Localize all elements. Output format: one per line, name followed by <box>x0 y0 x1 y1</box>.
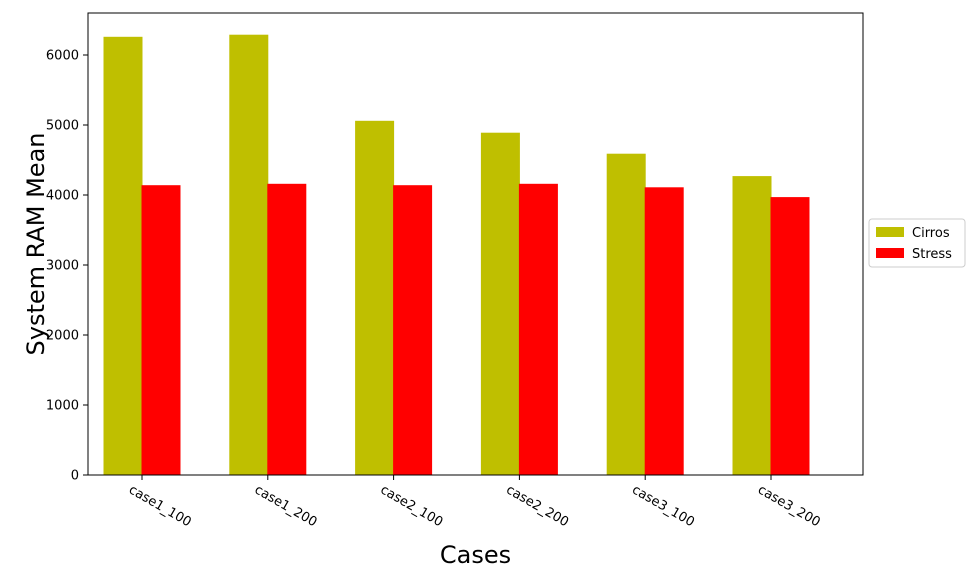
legend-swatch-stress <box>876 248 904 258</box>
x-tick-label-case1-200: case1_200 <box>252 482 320 530</box>
x-tick-label-case3-200: case3_200 <box>755 482 823 530</box>
bar-stress-case1-100 <box>141 185 181 475</box>
bar-cirros-case1-200 <box>229 34 269 475</box>
legend-swatch-cirros <box>876 227 904 237</box>
bar-cirros-case2-200 <box>480 132 520 475</box>
x-axis: case1_100 case1_200 case2_100 case2_200 case… <box>126 475 823 530</box>
plot-area-frame <box>87 12 864 476</box>
bar-stress-case3-200 <box>770 197 810 475</box>
y-axis: 0 1000 2000 3000 4000 5000 6000 <box>46 49 88 484</box>
y-tick-label: 2000 <box>46 329 79 344</box>
y-tick-label: 5000 <box>46 119 79 134</box>
y-tick-label: 0 <box>71 469 79 484</box>
x-tick-label-case1-100: case1_100 <box>126 482 194 530</box>
y-tick-label: 6000 <box>46 49 79 64</box>
y-tick-label: 4000 <box>46 189 79 204</box>
legend: Cirros Stress <box>868 218 966 268</box>
x-tick-label-case2-200: case2_200 <box>503 482 571 530</box>
legend-label-stress: Stress <box>912 247 952 262</box>
legend-label-cirros: Cirros <box>912 226 950 241</box>
bar-cirros-case1-100 <box>103 36 143 476</box>
bar-stress-case2-100 <box>393 185 433 475</box>
y-tick-label: 3000 <box>46 259 79 274</box>
x-axis-label: Cases <box>440 541 511 569</box>
bar-stress-case3-100 <box>644 187 684 476</box>
y-axis-label: System RAM Mean <box>22 133 50 356</box>
x-tick-label-case2-100: case2_100 <box>378 482 446 530</box>
bar-stress-case2-200 <box>518 183 558 476</box>
y-tick-label: 1000 <box>46 399 79 414</box>
bar-stress-case1-200 <box>267 183 307 476</box>
bar-cirros-case3-200 <box>732 176 772 475</box>
bar-cirros-case2-100 <box>355 120 395 476</box>
bars-group <box>103 34 810 476</box>
bar-cirros-case3-100 <box>606 153 646 475</box>
x-tick-label-case3-100: case3_100 <box>629 482 697 530</box>
